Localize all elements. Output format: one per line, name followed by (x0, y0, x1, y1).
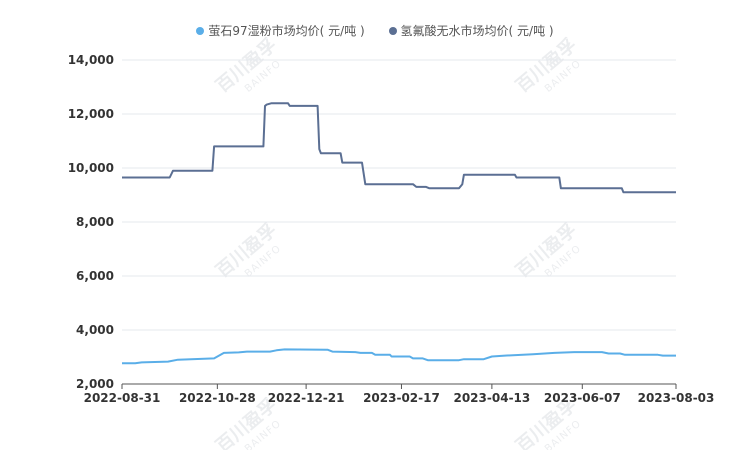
x-tick-label: 2023-02-17 (363, 391, 440, 405)
legend-item-series-1[interactable]: 萤石97湿粉市场均价( 元/吨 ) (196, 22, 365, 39)
legend-label-series-1: 萤石97湿粉市场均价( 元/吨 ) (208, 24, 365, 38)
chart-legend: 萤石97湿粉市场均价( 元/吨 ) 氢氟酸无水市场均价( 元/吨 ) (0, 22, 750, 39)
series-layer (122, 102, 676, 365)
x-tick-label: 2023-08-03 (638, 391, 715, 405)
y-tick-label: 4,000 (76, 323, 114, 337)
legend-item-series-2[interactable]: 氢氟酸无水市场均价( 元/吨 ) (388, 22, 554, 39)
y-tick-label: 14,000 (68, 53, 114, 67)
x-tick-label: 2023-06-07 (544, 391, 621, 405)
x-tick-label: 2023-04-13 (453, 391, 530, 405)
legend-dot-series-1-icon (196, 26, 205, 35)
x-tick-label: 2022-12-21 (268, 391, 345, 405)
y-tick-label: 10,000 (68, 161, 114, 175)
legend-dot-series-2-icon (388, 26, 397, 35)
y-tick-label: 12,000 (68, 107, 114, 121)
legend-label-series-2: 氢氟酸无水市场均价( 元/吨 ) (400, 24, 554, 38)
grid-lines (122, 59, 676, 385)
y-tick-label: 8,000 (76, 215, 114, 229)
series-line-1 (122, 348, 676, 365)
series-line-2 (122, 102, 676, 194)
x-tick-label: 2022-08-31 (84, 391, 161, 405)
axes: 2,000 4,000 6,000 8,000 10,000 12,000 14,000 20… (68, 53, 715, 405)
y-tick-label: 2,000 (76, 377, 114, 391)
y-tick-label: 6,000 (76, 269, 114, 283)
x-tick-label: 2022-10-28 (179, 391, 256, 405)
